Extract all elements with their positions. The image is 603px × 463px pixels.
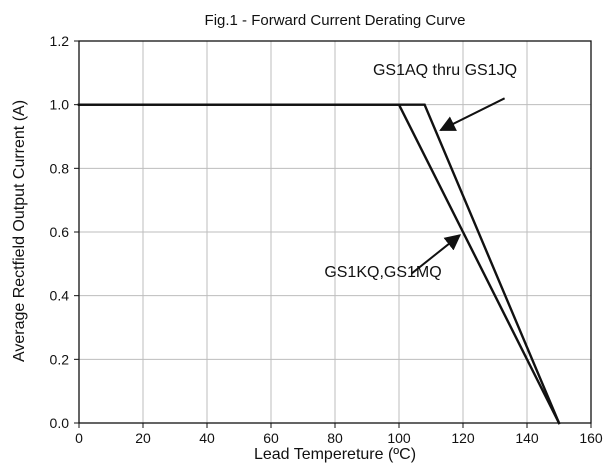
x-axis-title: Lead Tempereture (ºC) [254, 446, 416, 463]
x-tick-label-80: 80 [327, 430, 343, 446]
x-tick-label-20: 20 [135, 430, 151, 446]
x-tick-label-140: 140 [515, 430, 539, 446]
series-lines [77, 103, 561, 425]
annotation-arrow-1 [411, 234, 462, 275]
y-tick-label-1: 1.0 [50, 97, 70, 113]
y-tick-label-0: 0.0 [50, 415, 70, 431]
x-tick-label-60: 60 [263, 430, 279, 446]
annotation-label-1: GS1KQ,GS1MQ [324, 264, 441, 281]
annotations: GS1AQ thru GS1JQ GS1KQ,GS1MQ [324, 62, 517, 281]
series-line-1 [77, 103, 561, 425]
series-line-0 [77, 103, 561, 425]
x-tick-label-120: 120 [451, 430, 475, 446]
annotation-arrow-0 [439, 97, 506, 132]
grid [79, 41, 591, 423]
x-tick-label-100: 100 [387, 430, 411, 446]
y-tick-label-0-4: 0.4 [50, 288, 70, 304]
y-tick-label-0-8: 0.8 [50, 160, 70, 176]
axes: 0 20 40 60 80 100 120 140 160 0.0 0.2 0.4 0.6 0.8 1.0 1… [50, 33, 603, 446]
y-tick-label-0-6: 0.6 [50, 224, 70, 240]
chart-title: Fig.1 - Forward Current Derating Curve [205, 12, 466, 29]
y-tick-label-0-2: 0.2 [50, 351, 70, 367]
x-tick-label-40: 40 [199, 430, 215, 446]
x-tick-label-160: 160 [579, 430, 603, 446]
plot-frame [78, 40, 592, 424]
y-axis-title: Average Rectfield Output Current (A) [11, 100, 28, 362]
annotation-label-0: GS1AQ thru GS1JQ [373, 62, 517, 79]
x-tick-label-0: 0 [75, 430, 83, 446]
y-tick-label-1-2: 1.2 [50, 33, 70, 49]
